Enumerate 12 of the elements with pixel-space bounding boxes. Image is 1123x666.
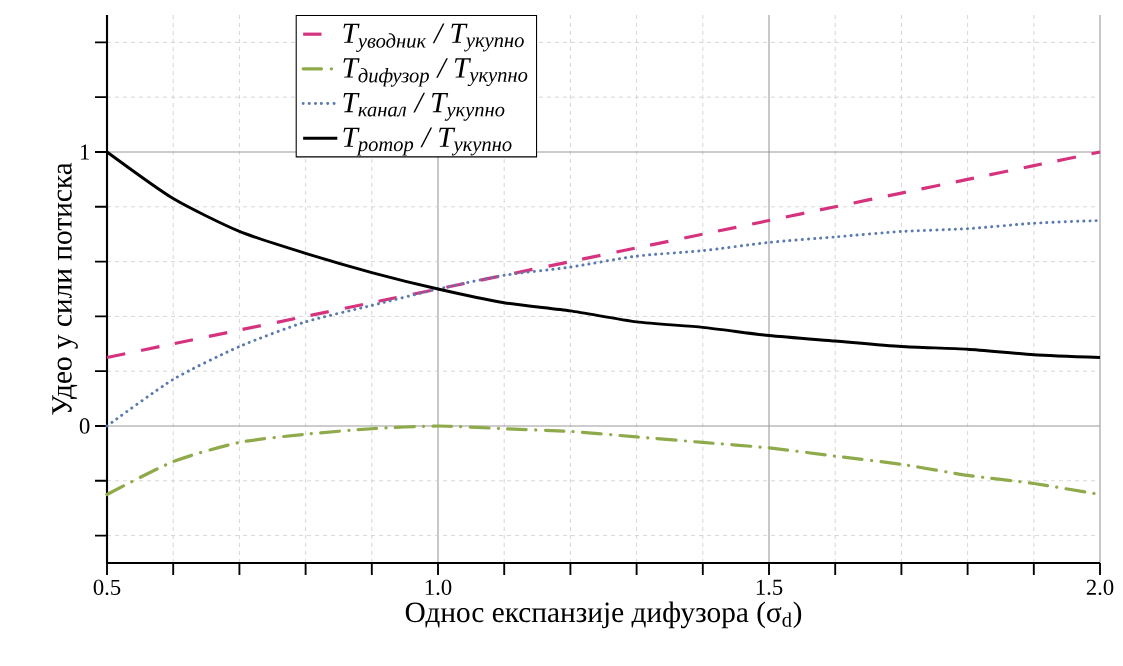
x-tick-label: 1.5 xyxy=(756,579,783,595)
y-tick-label: 1 xyxy=(80,144,89,160)
x-tick-label: 2.0 xyxy=(1086,579,1114,596)
legend-label: T$_{уводник}$ / T$_{укупно}$ xyxy=(343,23,524,53)
x-tick-label: 1.0 xyxy=(425,579,452,596)
legend-label: T$_{канал}$ / T$_{укупно}$ xyxy=(343,92,505,121)
x-axis-title: Однос експанзије дифузора (σ$_{d}$) xyxy=(405,601,802,629)
y-axis-title: Удео у сили потиска xyxy=(52,162,78,415)
y-tick-label: 0 xyxy=(79,418,90,434)
x-tick-label: 0.5 xyxy=(93,579,121,596)
legend-label: T$_{дифузор}$ / T$_{укупно}$ xyxy=(343,58,528,87)
legend-label: T$_{ротор}$ / T$_{укупно}$ xyxy=(343,127,512,156)
